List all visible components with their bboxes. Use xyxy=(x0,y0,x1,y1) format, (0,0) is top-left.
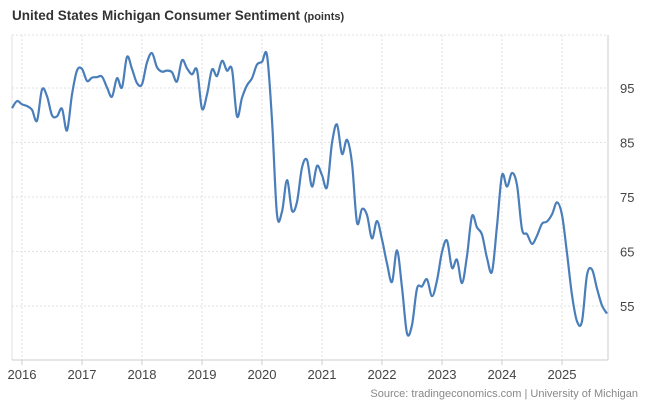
x-tick-label: 2017 xyxy=(68,367,97,382)
y-tick-label: 65 xyxy=(620,245,634,260)
x-tick-label: 2018 xyxy=(128,367,157,382)
chart-title: United States Michigan Consumer Sentimen… xyxy=(12,8,344,23)
chart-title-text: United States Michigan Consumer Sentimen… xyxy=(12,8,301,23)
x-tick-label: 2021 xyxy=(308,367,337,382)
y-tick-label: 75 xyxy=(620,190,634,205)
series-line xyxy=(11,50,608,337)
source-note: Source: tradingeconomics.com | Universit… xyxy=(370,388,638,400)
x-tick-label: 2025 xyxy=(548,367,577,382)
series-line-group xyxy=(11,50,608,337)
y-tick-label: 85 xyxy=(620,136,634,151)
chart-unit: (points) xyxy=(303,11,345,23)
x-tick-label: 2019 xyxy=(188,367,217,382)
y-tick-label: 55 xyxy=(620,299,634,314)
x-tick-label: 2023 xyxy=(428,367,457,382)
y-tick-label: 95 xyxy=(620,81,634,96)
grid xyxy=(12,34,608,360)
x-tick-label: 2024 xyxy=(488,367,517,382)
x-tick-label: 2016 xyxy=(8,367,37,382)
x-tick-label: 2022 xyxy=(368,367,397,382)
x-tick-label: 2020 xyxy=(248,367,277,382)
axes: 95 85 75 65 55 2016 2017 2018 2019 2020 2021 2022 20… xyxy=(8,35,634,382)
